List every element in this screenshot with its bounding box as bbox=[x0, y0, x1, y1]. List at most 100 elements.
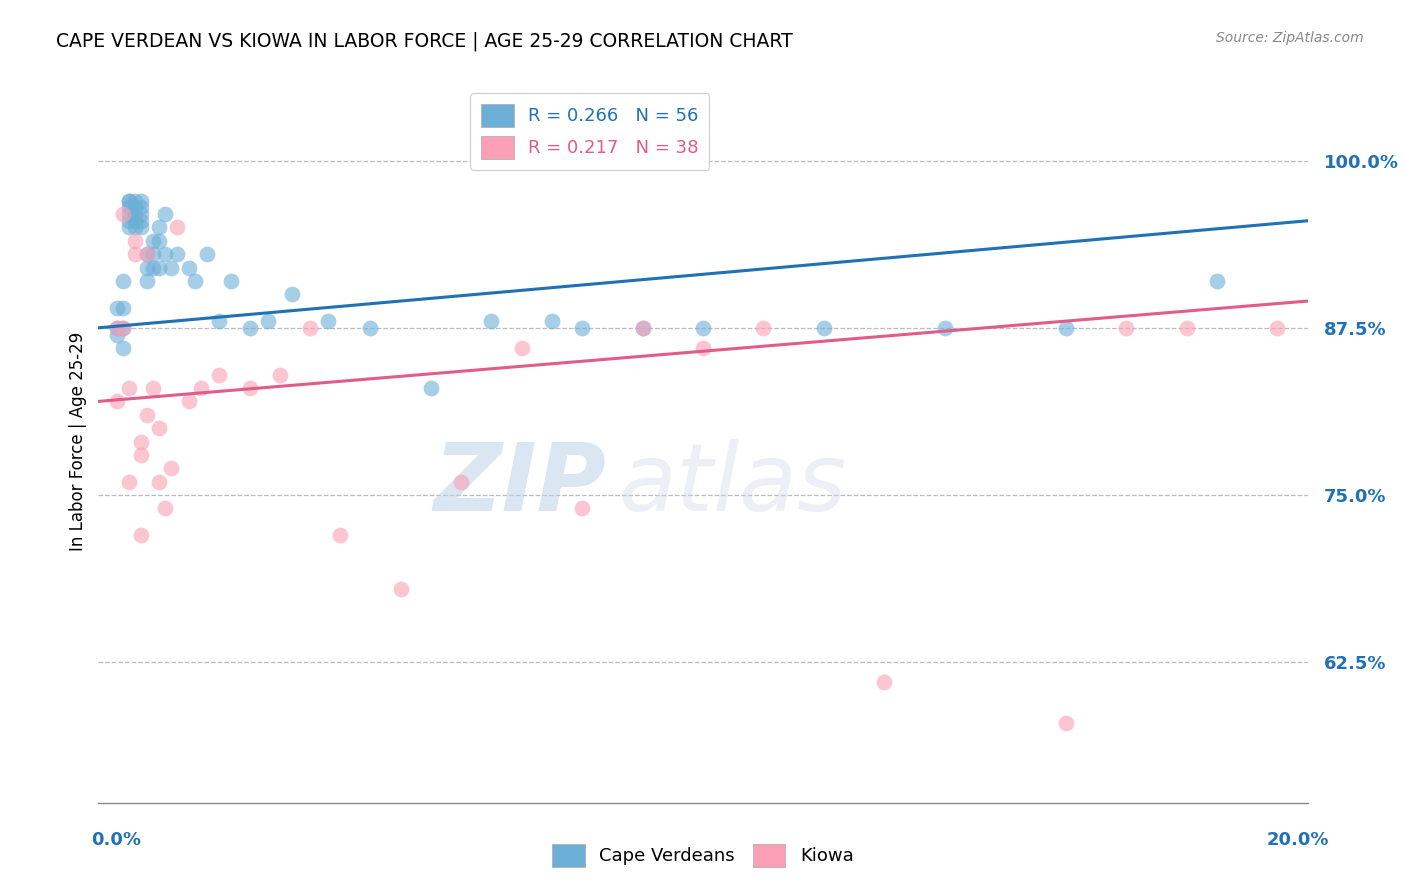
Point bbox=[316, 314, 339, 328]
Text: Source: ZipAtlas.com: Source: ZipAtlas.com bbox=[1216, 31, 1364, 45]
Legend: Cape Verdeans, Kiowa: Cape Verdeans, Kiowa bbox=[546, 837, 860, 874]
Point bbox=[195, 247, 218, 261]
Point bbox=[142, 247, 165, 261]
Point bbox=[105, 327, 128, 342]
Point bbox=[389, 582, 412, 596]
Point bbox=[239, 381, 262, 395]
Point bbox=[269, 368, 291, 382]
Legend: R = 0.266   N = 56, R = 0.217   N = 38: R = 0.266 N = 56, R = 0.217 N = 38 bbox=[470, 93, 709, 170]
Point bbox=[692, 341, 714, 355]
Point bbox=[299, 321, 322, 335]
Point bbox=[148, 220, 170, 235]
Point bbox=[208, 314, 231, 328]
Point bbox=[752, 321, 775, 335]
Point bbox=[111, 341, 134, 355]
Point bbox=[118, 220, 141, 235]
Point bbox=[124, 247, 146, 261]
Point bbox=[135, 247, 157, 261]
Point bbox=[160, 260, 183, 275]
Point bbox=[190, 381, 212, 395]
Point bbox=[208, 368, 231, 382]
Point bbox=[129, 220, 152, 235]
Point bbox=[118, 201, 141, 215]
Point bbox=[510, 341, 533, 355]
Point bbox=[873, 675, 896, 690]
Point bbox=[1175, 321, 1198, 335]
Point bbox=[129, 434, 152, 449]
Point bbox=[142, 381, 165, 395]
Point bbox=[135, 260, 157, 275]
Text: 20.0%: 20.0% bbox=[1267, 831, 1329, 849]
Point bbox=[184, 274, 207, 288]
Point bbox=[221, 274, 243, 288]
Point bbox=[118, 207, 141, 221]
Point bbox=[153, 207, 176, 221]
Point bbox=[148, 475, 170, 489]
Point bbox=[631, 321, 654, 335]
Point bbox=[118, 214, 141, 228]
Point bbox=[105, 394, 128, 409]
Point bbox=[111, 321, 134, 335]
Point bbox=[481, 314, 503, 328]
Point bbox=[571, 501, 593, 516]
Point bbox=[111, 274, 134, 288]
Point bbox=[813, 321, 835, 335]
Point bbox=[124, 201, 146, 215]
Point bbox=[142, 260, 165, 275]
Point bbox=[124, 194, 146, 208]
Point bbox=[1054, 715, 1077, 730]
Point bbox=[329, 528, 352, 542]
Point bbox=[166, 247, 188, 261]
Point bbox=[111, 207, 134, 221]
Point bbox=[105, 321, 128, 335]
Point bbox=[631, 321, 654, 335]
Point bbox=[135, 274, 157, 288]
Point bbox=[179, 394, 201, 409]
Point bbox=[118, 194, 141, 208]
Point bbox=[135, 408, 157, 422]
Point bbox=[111, 301, 134, 315]
Point bbox=[148, 234, 170, 248]
Point bbox=[135, 247, 157, 261]
Point bbox=[148, 260, 170, 275]
Point bbox=[179, 260, 201, 275]
Point bbox=[124, 214, 146, 228]
Point bbox=[129, 194, 152, 208]
Point bbox=[105, 321, 128, 335]
Point bbox=[118, 194, 141, 208]
Point bbox=[124, 220, 146, 235]
Text: 0.0%: 0.0% bbox=[91, 831, 142, 849]
Point bbox=[129, 448, 152, 462]
Point bbox=[105, 301, 128, 315]
Point bbox=[111, 321, 134, 335]
Point bbox=[934, 321, 956, 335]
Point bbox=[148, 421, 170, 435]
Point bbox=[118, 381, 141, 395]
Point bbox=[129, 207, 152, 221]
Point bbox=[129, 201, 152, 215]
Point bbox=[571, 321, 593, 335]
Point bbox=[281, 287, 304, 301]
Text: atlas: atlas bbox=[619, 440, 846, 531]
Point bbox=[153, 247, 176, 261]
Point bbox=[450, 475, 472, 489]
Point bbox=[124, 234, 146, 248]
Point bbox=[239, 321, 262, 335]
Point bbox=[1267, 321, 1289, 335]
Point bbox=[1054, 321, 1077, 335]
Point bbox=[142, 234, 165, 248]
Text: CAPE VERDEAN VS KIOWA IN LABOR FORCE | AGE 25-29 CORRELATION CHART: CAPE VERDEAN VS KIOWA IN LABOR FORCE | A… bbox=[56, 31, 793, 51]
Point bbox=[153, 501, 176, 516]
Point bbox=[540, 314, 562, 328]
Point bbox=[118, 475, 141, 489]
Y-axis label: In Labor Force | Age 25-29: In Labor Force | Age 25-29 bbox=[69, 332, 87, 551]
Point bbox=[360, 321, 382, 335]
Point bbox=[1115, 321, 1137, 335]
Point bbox=[160, 461, 183, 475]
Point bbox=[129, 528, 152, 542]
Text: ZIP: ZIP bbox=[433, 439, 606, 531]
Point bbox=[129, 214, 152, 228]
Point bbox=[420, 381, 443, 395]
Point bbox=[1206, 274, 1229, 288]
Point bbox=[256, 314, 278, 328]
